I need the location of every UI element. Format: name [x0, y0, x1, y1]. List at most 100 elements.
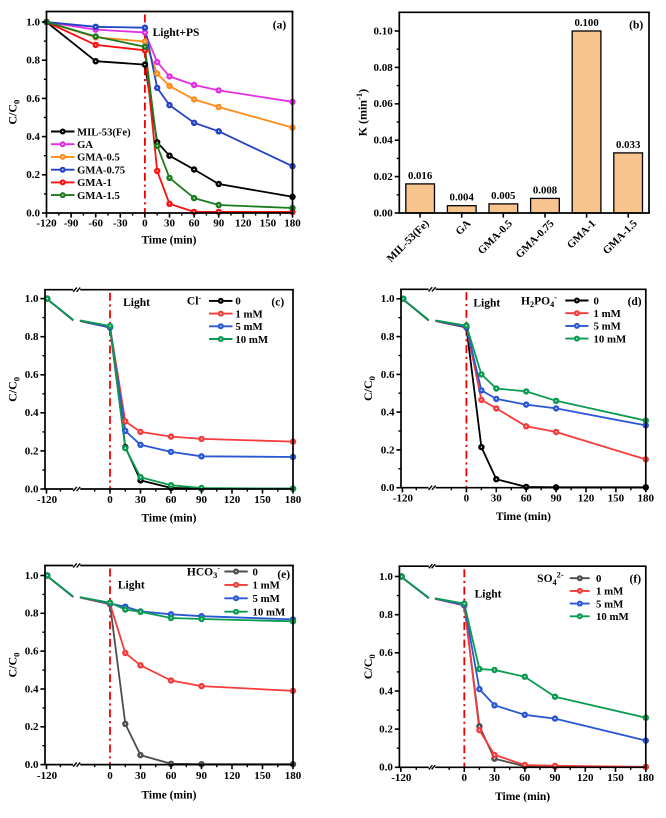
svg-text:10 mM: 10 mM — [253, 607, 286, 619]
svg-text:C/C0: C/C0 — [6, 653, 22, 678]
svg-text:90: 90 — [550, 772, 562, 784]
svg-text:Time (min): Time (min) — [495, 791, 550, 803]
svg-text:0.2: 0.2 — [379, 724, 393, 736]
svg-text:5 mM: 5 mM — [596, 598, 623, 610]
svg-text:0: 0 — [464, 492, 470, 504]
svg-text:C/C0: C/C0 — [6, 377, 22, 402]
svg-text:90: 90 — [213, 218, 225, 230]
svg-text:-120: -120 — [391, 772, 412, 784]
svg-text:0.06: 0.06 — [374, 98, 394, 110]
svg-text:(d): (d) — [628, 296, 642, 308]
svg-text:180: 180 — [285, 494, 302, 506]
svg-text:0.6: 0.6 — [381, 369, 395, 381]
svg-text:0.4: 0.4 — [379, 685, 393, 697]
svg-text:0.8: 0.8 — [26, 55, 40, 67]
svg-text:60: 60 — [519, 772, 531, 784]
svg-text:0: 0 — [594, 295, 599, 307]
svg-text:0.10: 0.10 — [374, 25, 394, 37]
svg-text:120: 120 — [577, 772, 594, 784]
svg-text:60: 60 — [189, 218, 201, 230]
svg-text:-120: -120 — [37, 770, 58, 782]
svg-text:0.008: 0.008 — [533, 184, 558, 196]
svg-text:1.0: 1.0 — [25, 293, 39, 305]
svg-text:0: 0 — [107, 770, 113, 782]
svg-text:180: 180 — [638, 772, 655, 784]
svg-text:0.005: 0.005 — [491, 190, 515, 202]
svg-text:Light: Light — [123, 297, 150, 309]
svg-text:Light+PS: Light+PS — [153, 27, 200, 39]
svg-text:-120: -120 — [393, 492, 414, 504]
svg-text:C/C0: C/C0 — [6, 100, 22, 125]
svg-text:0.4: 0.4 — [25, 683, 39, 695]
svg-text:Time (min): Time (min) — [141, 234, 196, 246]
svg-text:60: 60 — [166, 494, 178, 506]
svg-text:0: 0 — [253, 566, 258, 578]
svg-text:(a): (a) — [273, 20, 287, 32]
svg-text:1.0: 1.0 — [379, 571, 393, 583]
svg-text:30: 30 — [135, 494, 147, 506]
svg-text:90: 90 — [196, 770, 208, 782]
svg-text:MIL-53(Fe): MIL-53(Fe) — [77, 127, 131, 138]
svg-text:30: 30 — [489, 772, 501, 784]
svg-text:1.0: 1.0 — [26, 16, 40, 28]
svg-text:0.2: 0.2 — [381, 444, 395, 456]
svg-text:10 mM: 10 mM — [594, 333, 627, 345]
svg-text:0: 0 — [462, 772, 468, 784]
svg-text:60: 60 — [166, 770, 178, 782]
svg-text:1 mM: 1 mM — [253, 580, 280, 592]
svg-text:150: 150 — [254, 770, 271, 782]
svg-text:-60: -60 — [88, 218, 103, 230]
svg-text:-30: -30 — [113, 218, 128, 230]
svg-text:0.02: 0.02 — [374, 171, 394, 183]
svg-text:(c): (c) — [271, 297, 284, 309]
svg-text:120: 120 — [224, 494, 241, 506]
svg-text:Time (min): Time (min) — [141, 513, 196, 525]
svg-text:0.8: 0.8 — [381, 331, 395, 343]
svg-text:1 mM: 1 mM — [235, 308, 262, 320]
svg-text:150: 150 — [607, 772, 624, 784]
svg-text:0: 0 — [596, 573, 601, 585]
svg-text:180: 180 — [285, 770, 302, 782]
svg-text:0.8: 0.8 — [25, 608, 39, 620]
svg-text:0.0: 0.0 — [26, 207, 40, 219]
svg-text:0.6: 0.6 — [379, 647, 393, 659]
svg-text:0.8: 0.8 — [25, 331, 39, 343]
svg-text:150: 150 — [608, 492, 625, 504]
svg-text:0.00: 0.00 — [374, 207, 394, 219]
svg-text:1.0: 1.0 — [25, 570, 39, 582]
svg-text:0.6: 0.6 — [25, 369, 39, 381]
svg-text:5 mM: 5 mM — [253, 593, 280, 605]
svg-text:90: 90 — [196, 494, 208, 506]
svg-text:120: 120 — [235, 218, 252, 230]
svg-text:0: 0 — [142, 218, 148, 230]
svg-text:0.4: 0.4 — [381, 407, 395, 419]
svg-text:C/C0: C/C0 — [361, 654, 377, 679]
svg-text:0.4: 0.4 — [26, 131, 40, 143]
svg-text:0.04: 0.04 — [374, 135, 394, 147]
svg-text:GMA-1.5: GMA-1.5 — [77, 191, 120, 202]
svg-text:C/C0: C/C0 — [361, 376, 377, 401]
svg-text:0.4: 0.4 — [25, 407, 39, 419]
svg-text:0: 0 — [107, 494, 113, 506]
svg-text:0.016: 0.016 — [408, 170, 433, 182]
svg-text:90: 90 — [551, 492, 563, 504]
svg-text:180: 180 — [638, 492, 655, 504]
svg-text:0.004: 0.004 — [450, 192, 475, 204]
svg-text:GA: GA — [77, 140, 93, 151]
svg-text:Time (min): Time (min) — [496, 511, 551, 523]
svg-text:0.0: 0.0 — [25, 759, 39, 771]
svg-text:-120: -120 — [36, 218, 57, 230]
svg-text:120: 120 — [578, 492, 595, 504]
svg-text:0.2: 0.2 — [26, 169, 40, 181]
svg-text:30: 30 — [164, 218, 176, 230]
svg-text:0.0: 0.0 — [379, 762, 393, 774]
svg-text:0: 0 — [235, 296, 240, 308]
svg-text:GMA-0.5: GMA-0.5 — [77, 153, 120, 164]
svg-text:5 mM: 5 mM — [594, 321, 621, 333]
svg-text:Light: Light — [475, 589, 502, 601]
svg-text:0.0: 0.0 — [25, 483, 39, 495]
svg-text:0.08: 0.08 — [374, 62, 394, 74]
svg-text:60: 60 — [521, 492, 533, 504]
svg-text:GMA-0.75: GMA-0.75 — [77, 166, 125, 177]
svg-text:(f): (f) — [630, 574, 642, 586]
